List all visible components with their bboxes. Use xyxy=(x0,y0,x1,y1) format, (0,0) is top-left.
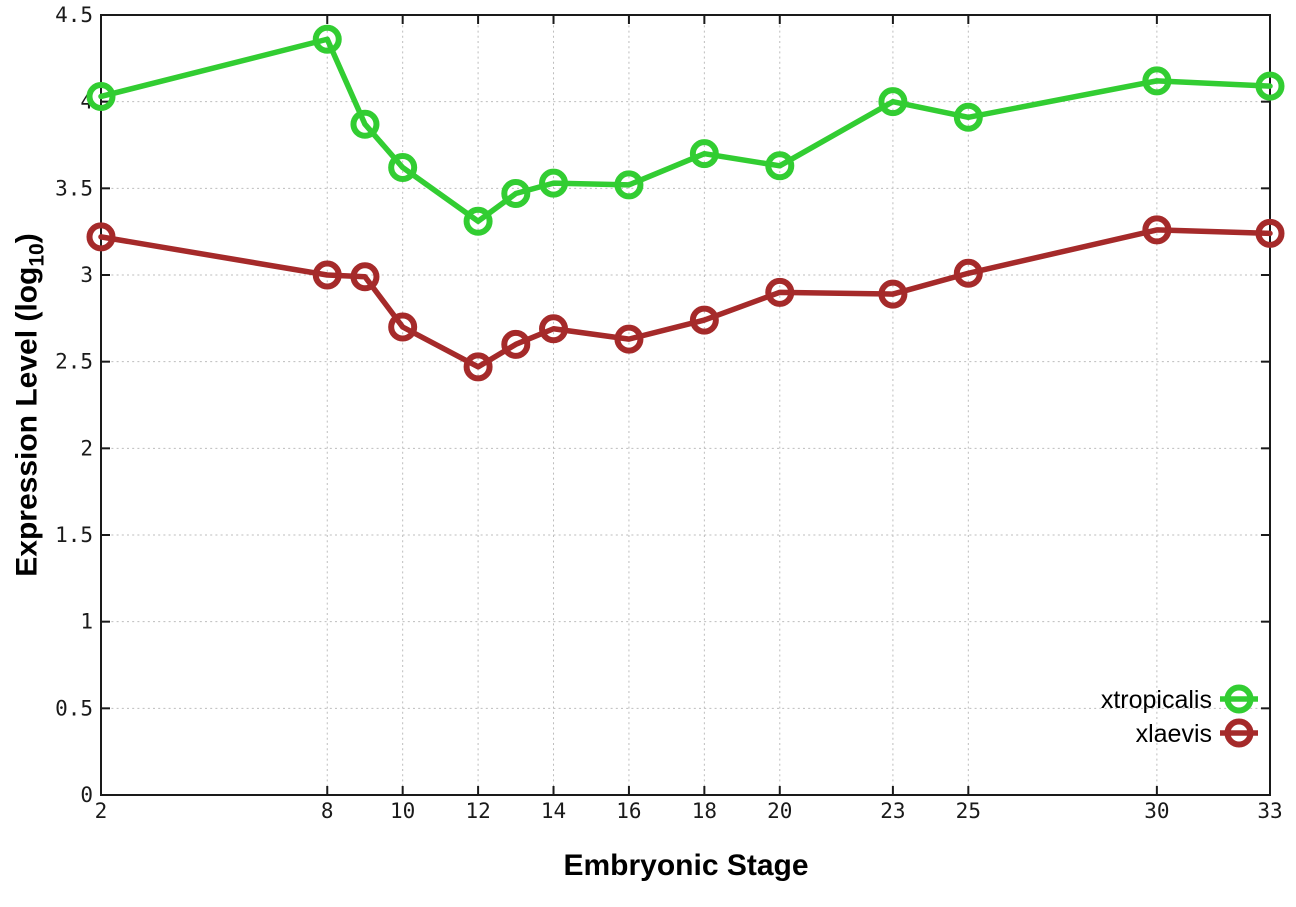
x-tick-label: 8 xyxy=(321,799,334,823)
data-point-xlaevis xyxy=(539,314,569,344)
data-point-xtropicalis xyxy=(878,87,908,117)
x-axis-title: Embryonic Stage xyxy=(563,849,809,882)
y-axis-title-close: ) xyxy=(10,233,44,244)
data-point-xlaevis xyxy=(463,352,493,382)
legend: xtropicalis xlaevis xyxy=(1101,684,1258,748)
legend-sample-marker-xlaevis xyxy=(1224,718,1254,748)
y-tick-label: 3 xyxy=(80,263,93,287)
y-tick-label: 4.5 xyxy=(55,3,93,27)
legend-marker-samples xyxy=(1220,684,1258,748)
y-tick-label: 2 xyxy=(80,436,93,460)
series-line-xtropicalis xyxy=(98,36,1273,225)
x-tick-label: 12 xyxy=(465,799,490,823)
legend-label-xlaevis: xlaevis xyxy=(1136,720,1212,748)
x-tick-label: 2 xyxy=(95,799,108,823)
y-tick-label: 0.5 xyxy=(55,696,93,720)
data-point-xtropicalis xyxy=(312,24,342,54)
data-point-xtropicalis xyxy=(501,179,531,209)
data-point-xlaevis xyxy=(1255,218,1285,248)
data-point-xtropicalis xyxy=(689,139,719,169)
data-point-xtropicalis xyxy=(539,168,569,198)
data-point-xtropicalis xyxy=(614,170,644,200)
y-axis-title-text: Expression Level (log xyxy=(10,266,44,577)
data-series xyxy=(86,24,1285,382)
gridlines xyxy=(100,14,1271,796)
x-tick-label: 20 xyxy=(767,799,792,823)
data-point-xlaevis xyxy=(1142,215,1172,245)
x-tick-label: 30 xyxy=(1144,799,1169,823)
series-line-xlaevis xyxy=(98,227,1273,370)
y-tick-label: 1 xyxy=(80,610,93,634)
x-tick-label: 18 xyxy=(692,799,717,823)
data-point-xlaevis xyxy=(350,262,380,292)
data-point-xlaevis xyxy=(765,277,795,307)
data-point-xtropicalis xyxy=(86,81,116,111)
data-point-xtropicalis xyxy=(1142,66,1172,96)
data-point-xtropicalis xyxy=(350,109,380,139)
plot-border-rect xyxy=(100,14,1271,796)
legend-sample-marker-xtropicalis xyxy=(1224,684,1254,714)
legend-label-xtropicalis: xtropicalis xyxy=(1101,686,1212,714)
data-point-xtropicalis xyxy=(1255,71,1285,101)
data-point-xlaevis xyxy=(878,279,908,309)
x-tick-label: 16 xyxy=(616,799,641,823)
y-tick-label: 1.5 xyxy=(55,523,93,547)
x-tick-label: 10 xyxy=(390,799,415,823)
y-tick-label: 3.5 xyxy=(55,176,93,200)
y-axis-title-subscript: 10 xyxy=(25,243,49,267)
data-point-xtropicalis xyxy=(953,102,983,132)
data-point-xlaevis xyxy=(689,305,719,335)
data-point-xlaevis xyxy=(388,312,418,342)
data-point-xlaevis xyxy=(953,258,983,288)
x-tick-label: 33 xyxy=(1257,799,1282,823)
axis-ticks xyxy=(100,14,1271,796)
plot-border xyxy=(100,14,1271,796)
x-tick-label: 14 xyxy=(541,799,566,823)
data-point-xlaevis xyxy=(86,222,116,252)
x-tick-label: 25 xyxy=(956,799,981,823)
data-point-xlaevis xyxy=(501,329,531,359)
data-point-xlaevis xyxy=(614,324,644,354)
y-axis-title: Expression Level (log10) xyxy=(11,233,50,576)
y-tick-label: 2.5 xyxy=(55,350,93,374)
data-point-xtropicalis xyxy=(463,206,493,236)
x-tick-label: 23 xyxy=(880,799,905,823)
data-point-xtropicalis xyxy=(388,153,418,183)
data-point-xtropicalis xyxy=(765,151,795,181)
data-point-xlaevis xyxy=(312,260,342,290)
tick-labels: 2 8 10 12 14 16 18 20 23 25 30 3300.511.522.533.544… xyxy=(55,3,1283,823)
y-tick-label: 0 xyxy=(80,783,93,807)
